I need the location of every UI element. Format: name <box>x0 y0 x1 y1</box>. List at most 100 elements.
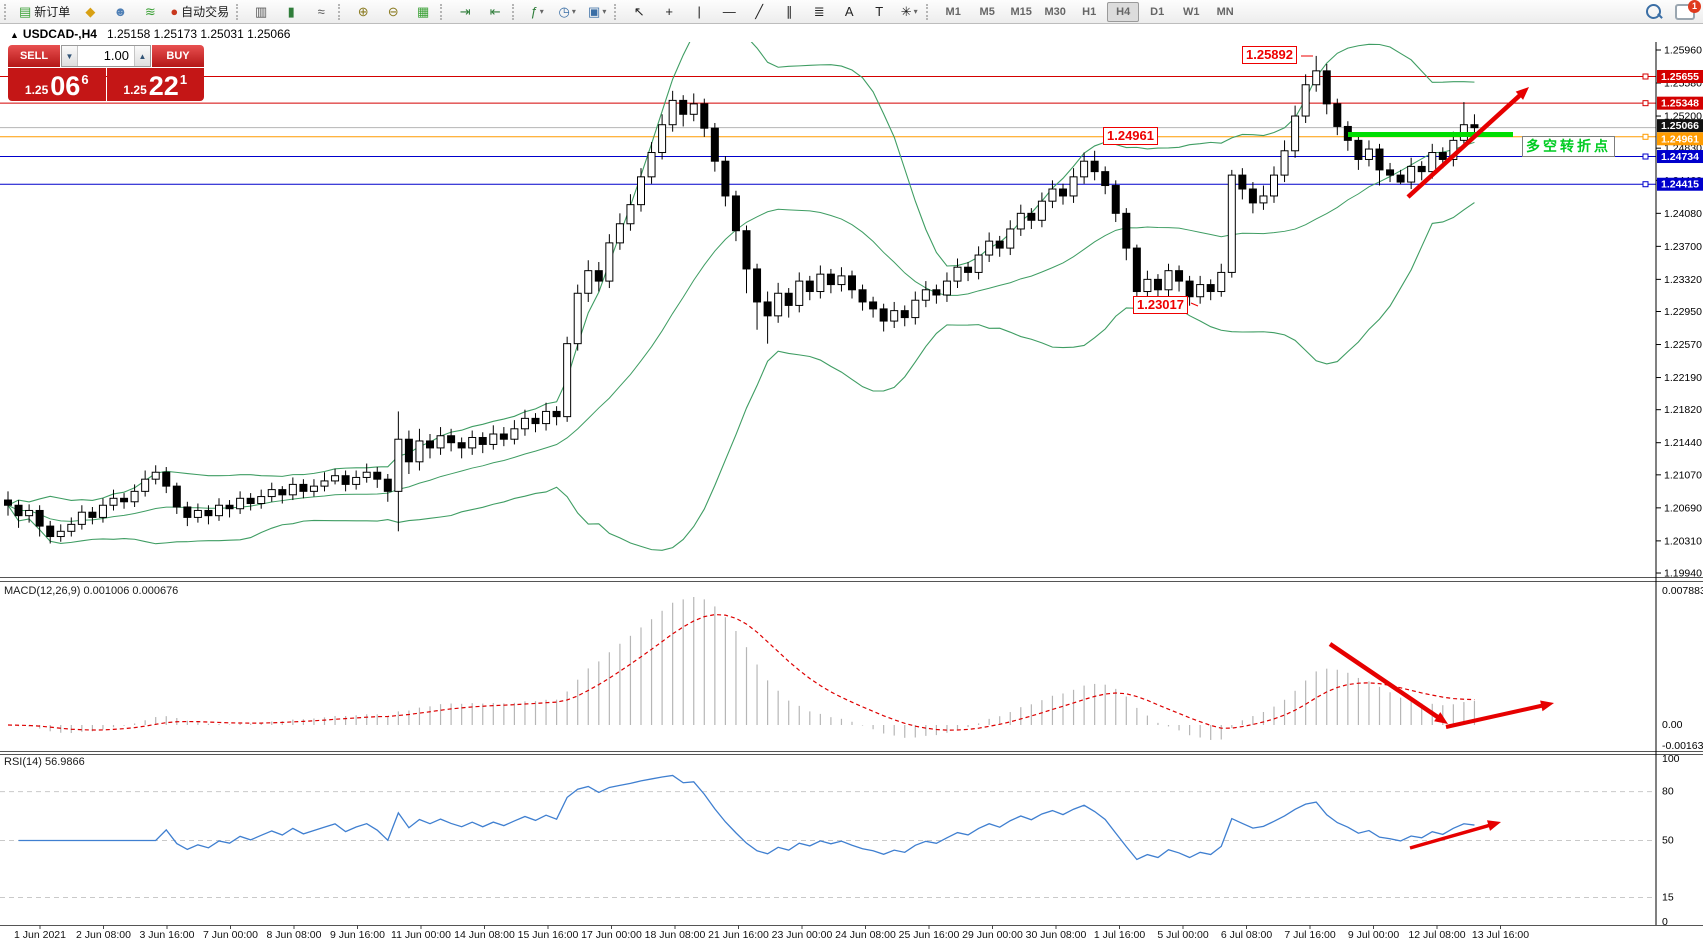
shapes-button[interactable]: ✳ ▾ <box>895 1 923 23</box>
time-tick-label[interactable]: 8 Jun 08:00 <box>267 929 322 941</box>
time-tick-label[interactable]: 30 Jun 08:00 <box>1026 929 1087 941</box>
candle <box>1248 182 1257 214</box>
trend-arrow[interactable] <box>1406 92 1523 199</box>
text-button[interactable]: A <box>835 1 863 23</box>
timeframe-h1-button[interactable]: H1 <box>1082 5 1097 18</box>
price-tag-orange-level[interactable]: 1.24961 <box>1103 127 1158 145</box>
bar-chart-button[interactable]: ▥ <box>247 1 275 23</box>
templates-button[interactable]: ▣ ▾ <box>583 1 611 23</box>
panel-separator[interactable] <box>0 754 1703 755</box>
hline-button[interactable]: — <box>715 1 743 23</box>
candle-body <box>352 476 361 485</box>
panel-separator[interactable] <box>0 751 1703 752</box>
candle-body <box>478 436 487 445</box>
vline-button[interactable]: | <box>685 1 713 23</box>
time-tick-label[interactable]: 7 Jul 16:00 <box>1284 929 1336 941</box>
price-tag-high[interactable]: 1.25892 <box>1242 46 1297 64</box>
time-tick-label[interactable]: 3 Jun 16:00 <box>140 929 195 941</box>
volume-input[interactable]: 1.00 <box>103 48 129 63</box>
signals-button[interactable]: ≋ <box>136 1 164 23</box>
time-tick-label[interactable]: 17 Jun 00:00 <box>581 929 642 941</box>
timeframe-d1-button[interactable]: D1 <box>1150 5 1165 18</box>
candle <box>25 504 34 523</box>
time-tick-label[interactable]: 29 Jun 00:00 <box>962 929 1023 941</box>
candlestick-button[interactable]: ▮ <box>277 1 305 23</box>
panel-separator[interactable] <box>0 581 1703 582</box>
fibonacci-button[interactable]: ≣ <box>805 1 833 23</box>
volume-decrease-button[interactable]: ▼ <box>62 46 78 66</box>
time-tick-label[interactable]: 14 Jun 08:00 <box>454 929 515 941</box>
time-tick-label[interactable]: 15 Jun 16:00 <box>518 929 579 941</box>
tile-windows-button[interactable]: ▦ <box>409 1 437 23</box>
time-tick-label[interactable]: 1 Jun 2021 <box>14 929 66 941</box>
trendline-button[interactable]: ╱ <box>745 1 773 23</box>
time-tick-label[interactable]: 9 Jun 16:00 <box>330 929 385 941</box>
trend-arrow[interactable] <box>1328 642 1441 720</box>
time-tick-label[interactable]: 24 Jun 08:00 <box>835 929 896 941</box>
time-tick-label[interactable]: 12 Jul 08:00 <box>1408 929 1465 941</box>
time-tick-label[interactable]: 21 Jun 16:00 <box>708 929 769 941</box>
candle-body <box>848 275 856 291</box>
symbols-button[interactable]: ◆ <box>76 1 104 23</box>
buy-button[interactable]: BUY <box>152 45 204 67</box>
sell-button[interactable]: SELL <box>8 45 60 67</box>
candle-body <box>552 410 561 418</box>
time-tick-label[interactable]: 6 Jul 08:00 <box>1221 929 1273 941</box>
buy-price[interactable]: 1.25 22 1 <box>106 68 204 101</box>
timeframe-m30-button[interactable]: M30 <box>1044 5 1066 18</box>
candle-body <box>299 483 308 492</box>
timeframe-m5-button[interactable]: M5 <box>979 5 995 18</box>
time-tick-label[interactable]: 23 Jun 00:00 <box>772 929 833 941</box>
time-tick-label[interactable]: 9 Jul 00:00 <box>1348 929 1400 941</box>
profile-button[interactable]: ☻ <box>106 1 134 23</box>
candle <box>489 425 498 450</box>
timeframe-m1-button[interactable]: M1 <box>945 5 961 18</box>
time-tick-label[interactable]: 5 Jul 00:00 <box>1157 929 1209 941</box>
time-tick-label[interactable]: 13 Jul 16:00 <box>1472 929 1529 941</box>
periods-button[interactable]: ◷ ▾ <box>553 1 581 23</box>
time-tick-label[interactable]: 18 Jun 08:00 <box>645 929 706 941</box>
time-tick-label[interactable]: 2 Jun 08:00 <box>76 929 131 941</box>
chart-shift-button[interactable]: ⇤ <box>481 1 509 23</box>
candle-body <box>763 301 772 317</box>
trend-arrow[interactable] <box>1445 703 1544 729</box>
time-tick-label[interactable]: 1 Jul 16:00 <box>1094 929 1146 941</box>
volume-increase-button[interactable]: ▲ <box>134 46 150 66</box>
indicators-button[interactable]: ƒ ▾ <box>523 1 551 23</box>
auto-scroll-button[interactable]: ⇥ <box>451 1 479 23</box>
autotrade-button[interactable]: ● 自动交易 <box>166 1 233 23</box>
channel-button[interactable]: ∥ <box>775 1 803 23</box>
collapse-icon[interactable]: ▲ <box>10 30 19 40</box>
sell-price[interactable]: 1.25 06 6 <box>8 68 106 101</box>
cursor-button[interactable]: ↖ <box>625 1 653 23</box>
pivot-text-label[interactable]: 多空转折点 <box>1522 136 1615 157</box>
trend-arrow[interactable] <box>1409 823 1491 850</box>
zoom-out-button[interactable]: ⊖ <box>379 1 407 23</box>
price-tag-low[interactable]: 1.23017 <box>1133 296 1188 314</box>
crosshair-button[interactable]: + <box>655 1 683 23</box>
time-tick-label[interactable]: 7 Jun 00:00 <box>203 929 258 941</box>
notifications-icon[interactable]: 1 <box>1675 0 1701 20</box>
line-chart-button[interactable]: ≈ <box>307 1 335 23</box>
label-button[interactable]: T <box>865 1 893 23</box>
timeframe-h4-button[interactable]: H4 <box>1107 1 1140 22</box>
panel-separator[interactable] <box>0 577 1703 578</box>
timeframe-m15-button[interactable]: M15 <box>1010 5 1032 18</box>
time-tick-label[interactable]: 11 Jun 00:00 <box>391 929 451 941</box>
timeframe-w1-button[interactable]: W1 <box>1182 5 1200 18</box>
pivot-level-line[interactable] <box>1348 132 1513 137</box>
panel-separator[interactable] <box>0 925 1703 926</box>
candle-body <box>700 103 709 129</box>
rsi-axis-label: 15 <box>1662 892 1674 904</box>
candle-body <box>162 471 171 487</box>
zoom-in-button[interactable]: ⊕ <box>349 1 377 23</box>
search-icon[interactable] <box>1646 4 1661 19</box>
candle-body <box>288 483 297 496</box>
line-marker <box>1642 73 1649 80</box>
new-order-button[interactable]: ▤ 新订单 <box>15 1 74 23</box>
timeframe-mn-button[interactable]: MN <box>1216 5 1234 18</box>
time-tick-label[interactable]: 25 Jun 16:00 <box>899 929 960 941</box>
candle <box>1143 270 1152 299</box>
chart-shift-icon: ⇤ <box>489 3 501 19</box>
